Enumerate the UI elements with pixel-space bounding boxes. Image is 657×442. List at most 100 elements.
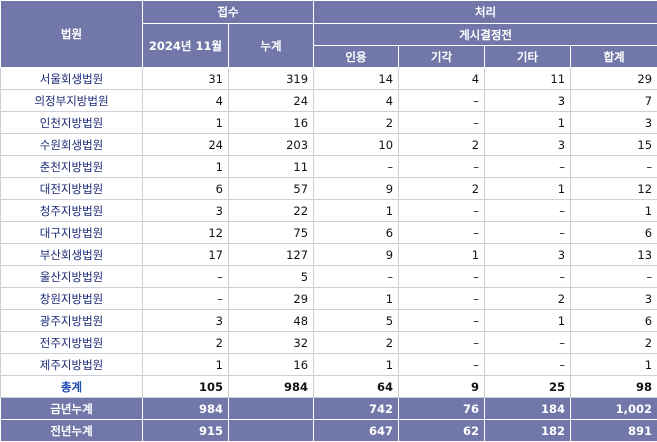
value-cell: 2 — [314, 112, 399, 134]
value-cell: – — [485, 200, 571, 222]
court-name: 인천지방법원 — [1, 112, 143, 134]
header-cell: 누계 — [229, 24, 314, 68]
value-cell: 1 — [143, 112, 229, 134]
value-cell: – — [399, 354, 485, 376]
value-cell: – — [485, 156, 571, 178]
value-cell: 25 — [485, 376, 571, 398]
value-cell: 32 — [229, 332, 314, 354]
value-cell — [229, 398, 314, 420]
value-cell: – — [399, 288, 485, 310]
value-cell: – — [399, 222, 485, 244]
value-cell: 5 — [229, 266, 314, 288]
value-cell: 1 — [485, 112, 571, 134]
value-cell: 1 — [399, 244, 485, 266]
header-row: 법원 접수 처리 — [1, 1, 657, 24]
value-cell: 1 — [314, 200, 399, 222]
court-name: 전주지방법원 — [1, 332, 143, 354]
value-cell: 7 — [571, 90, 657, 112]
value-cell: 29 — [571, 68, 657, 90]
value-cell: 127 — [229, 244, 314, 266]
value-cell: 915 — [143, 420, 229, 442]
value-cell: 24 — [143, 134, 229, 156]
value-cell: 31 — [143, 68, 229, 90]
value-cell: 2 — [314, 332, 399, 354]
value-cell: 24 — [229, 90, 314, 112]
header-cell: 인용 — [314, 46, 399, 68]
value-cell: – — [399, 332, 485, 354]
value-cell: 17 — [143, 244, 229, 266]
value-cell: 319 — [229, 68, 314, 90]
header-cell: 접수 — [143, 1, 314, 24]
court-name: 춘천지방법원 — [1, 156, 143, 178]
value-cell: 1 — [143, 156, 229, 178]
header-cell: 기각 — [399, 46, 485, 68]
value-cell: 6 — [571, 222, 657, 244]
value-cell: 16 — [229, 354, 314, 376]
value-cell: 5 — [314, 310, 399, 332]
value-cell: 3 — [143, 200, 229, 222]
value-cell: 76 — [399, 398, 485, 420]
court-name: 대전지방법원 — [1, 178, 143, 200]
value-cell: 647 — [314, 420, 399, 442]
value-cell: 1,002 — [571, 398, 657, 420]
value-cell: 1 — [571, 354, 657, 376]
value-cell: 891 — [571, 420, 657, 442]
table-row: 울산지방법원–5–––– — [1, 266, 657, 288]
value-cell: – — [571, 156, 657, 178]
court-name: 대구지방법원 — [1, 222, 143, 244]
court-name: 총계 — [1, 376, 143, 398]
header-cell: 처리 — [314, 1, 657, 24]
value-cell: 203 — [229, 134, 314, 156]
value-cell: 4 — [143, 90, 229, 112]
header-cell: 합계 — [571, 46, 657, 68]
value-cell: 98 — [571, 376, 657, 398]
value-cell: 29 — [229, 288, 314, 310]
value-cell: – — [485, 222, 571, 244]
value-cell: 3 — [485, 134, 571, 156]
value-cell: 22 — [229, 200, 314, 222]
value-cell: – — [399, 112, 485, 134]
value-cell: 2 — [143, 332, 229, 354]
value-cell: 984 — [143, 398, 229, 420]
value-cell: 12 — [571, 178, 657, 200]
value-cell: 1 — [314, 354, 399, 376]
value-cell: 14 — [314, 68, 399, 90]
court-name: 금년누계 — [1, 398, 143, 420]
value-cell: 9 — [314, 244, 399, 266]
value-cell: 11 — [485, 68, 571, 90]
value-cell: – — [485, 354, 571, 376]
value-cell: 3 — [485, 244, 571, 266]
court-name: 부산회생법원 — [1, 244, 143, 266]
value-cell: – — [399, 200, 485, 222]
value-cell: 13 — [571, 244, 657, 266]
value-cell: 62 — [399, 420, 485, 442]
header-cell: 법원 — [1, 1, 143, 68]
value-cell: 3 — [571, 288, 657, 310]
value-cell: 4 — [314, 90, 399, 112]
header-cell: 2024년 11월 — [143, 24, 229, 68]
court-name: 의정부지방법원 — [1, 90, 143, 112]
value-cell: 75 — [229, 222, 314, 244]
value-cell: 16 — [229, 112, 314, 134]
value-cell: – — [399, 266, 485, 288]
value-cell: 3 — [571, 112, 657, 134]
value-cell: – — [485, 266, 571, 288]
value-cell: 984 — [229, 376, 314, 398]
value-cell: – — [143, 266, 229, 288]
header-cell: 기타 — [485, 46, 571, 68]
header-cell: 게시결정전 — [314, 24, 657, 46]
value-cell: 57 — [229, 178, 314, 200]
value-cell — [229, 420, 314, 442]
